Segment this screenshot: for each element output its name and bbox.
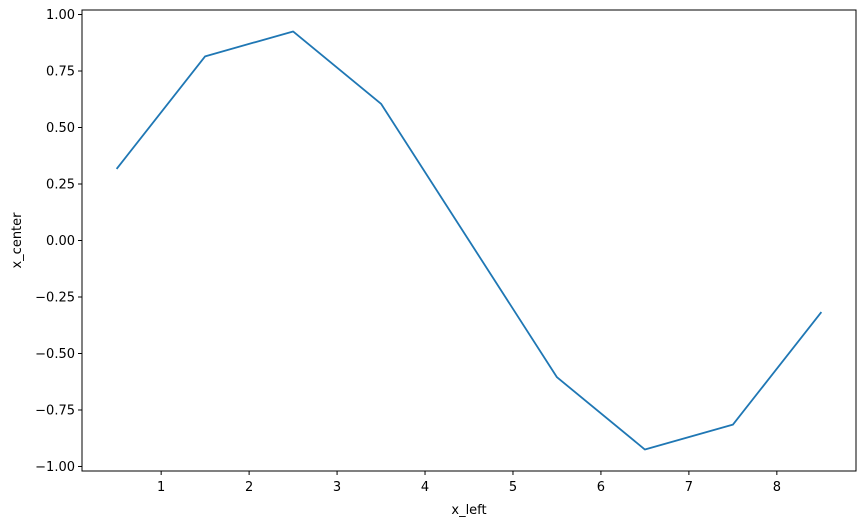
x-tick-label: 2	[245, 480, 253, 495]
x-axis-label: x_left	[451, 503, 486, 518]
y-tick-label: −0.50	[35, 347, 75, 362]
y-axis-ticks: −1.00 −0.75 −0.50 −0.25 0.00 0.25 0.50 0.75 1.00	[35, 8, 82, 475]
y-tick-label: 0.00	[46, 234, 75, 249]
x-tick-label: 7	[685, 480, 693, 495]
x-tick-label: 6	[597, 480, 605, 495]
x-axis-ticks: 1 2 3 4 5 6 7 8	[157, 471, 781, 495]
y-tick-label: 0.75	[46, 65, 75, 80]
y-axis-label: x_center	[10, 212, 25, 269]
series-line	[115, 30, 823, 451]
series-layer	[115, 30, 823, 451]
plot-frame	[81, 9, 857, 472]
y-tick-label: −0.25	[35, 290, 75, 305]
x-tick-label: 1	[157, 480, 165, 495]
x-tick-label: 4	[421, 480, 429, 495]
y-tick-label: 1.00	[46, 8, 75, 23]
x-tick-label: 3	[333, 480, 341, 495]
x-tick-label: 8	[773, 480, 781, 495]
y-tick-label: −0.75	[35, 403, 75, 418]
x-tick-label: 5	[509, 480, 517, 495]
y-tick-label: 0.25	[46, 178, 75, 193]
y-tick-label: 0.50	[46, 121, 75, 136]
y-tick-label: −1.00	[35, 460, 75, 475]
